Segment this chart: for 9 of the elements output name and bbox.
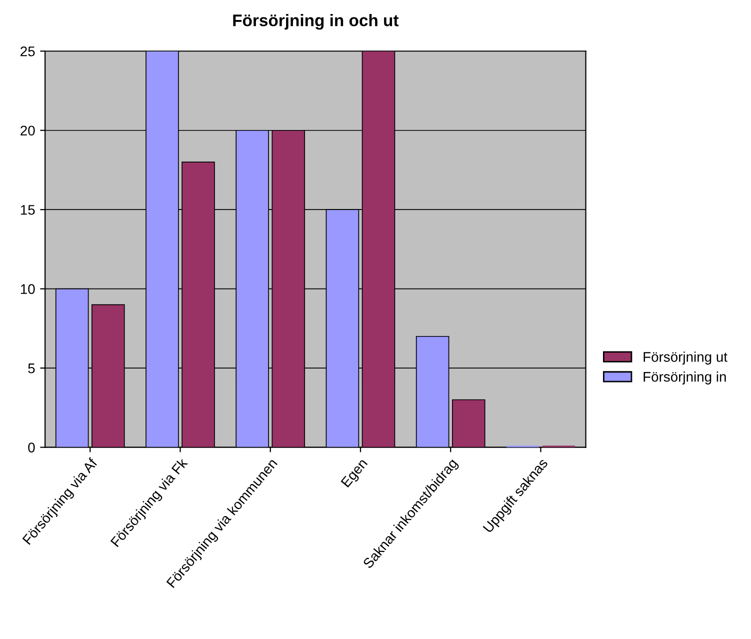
legend-label: Försörjning in (644, 372, 726, 384)
chart-title: Försörjning in och ut (233, 14, 399, 30)
y-tick-label: 0 (28, 442, 35, 452)
legend-label: Försörjning ut (644, 352, 728, 365)
y-tick-label: 25 (20, 46, 35, 56)
y-tick-label: 10 (20, 284, 35, 294)
y-tick-label: 5 (28, 364, 35, 374)
y-tick-label: 15 (20, 205, 35, 215)
y-tick-label: 20 (20, 126, 35, 136)
